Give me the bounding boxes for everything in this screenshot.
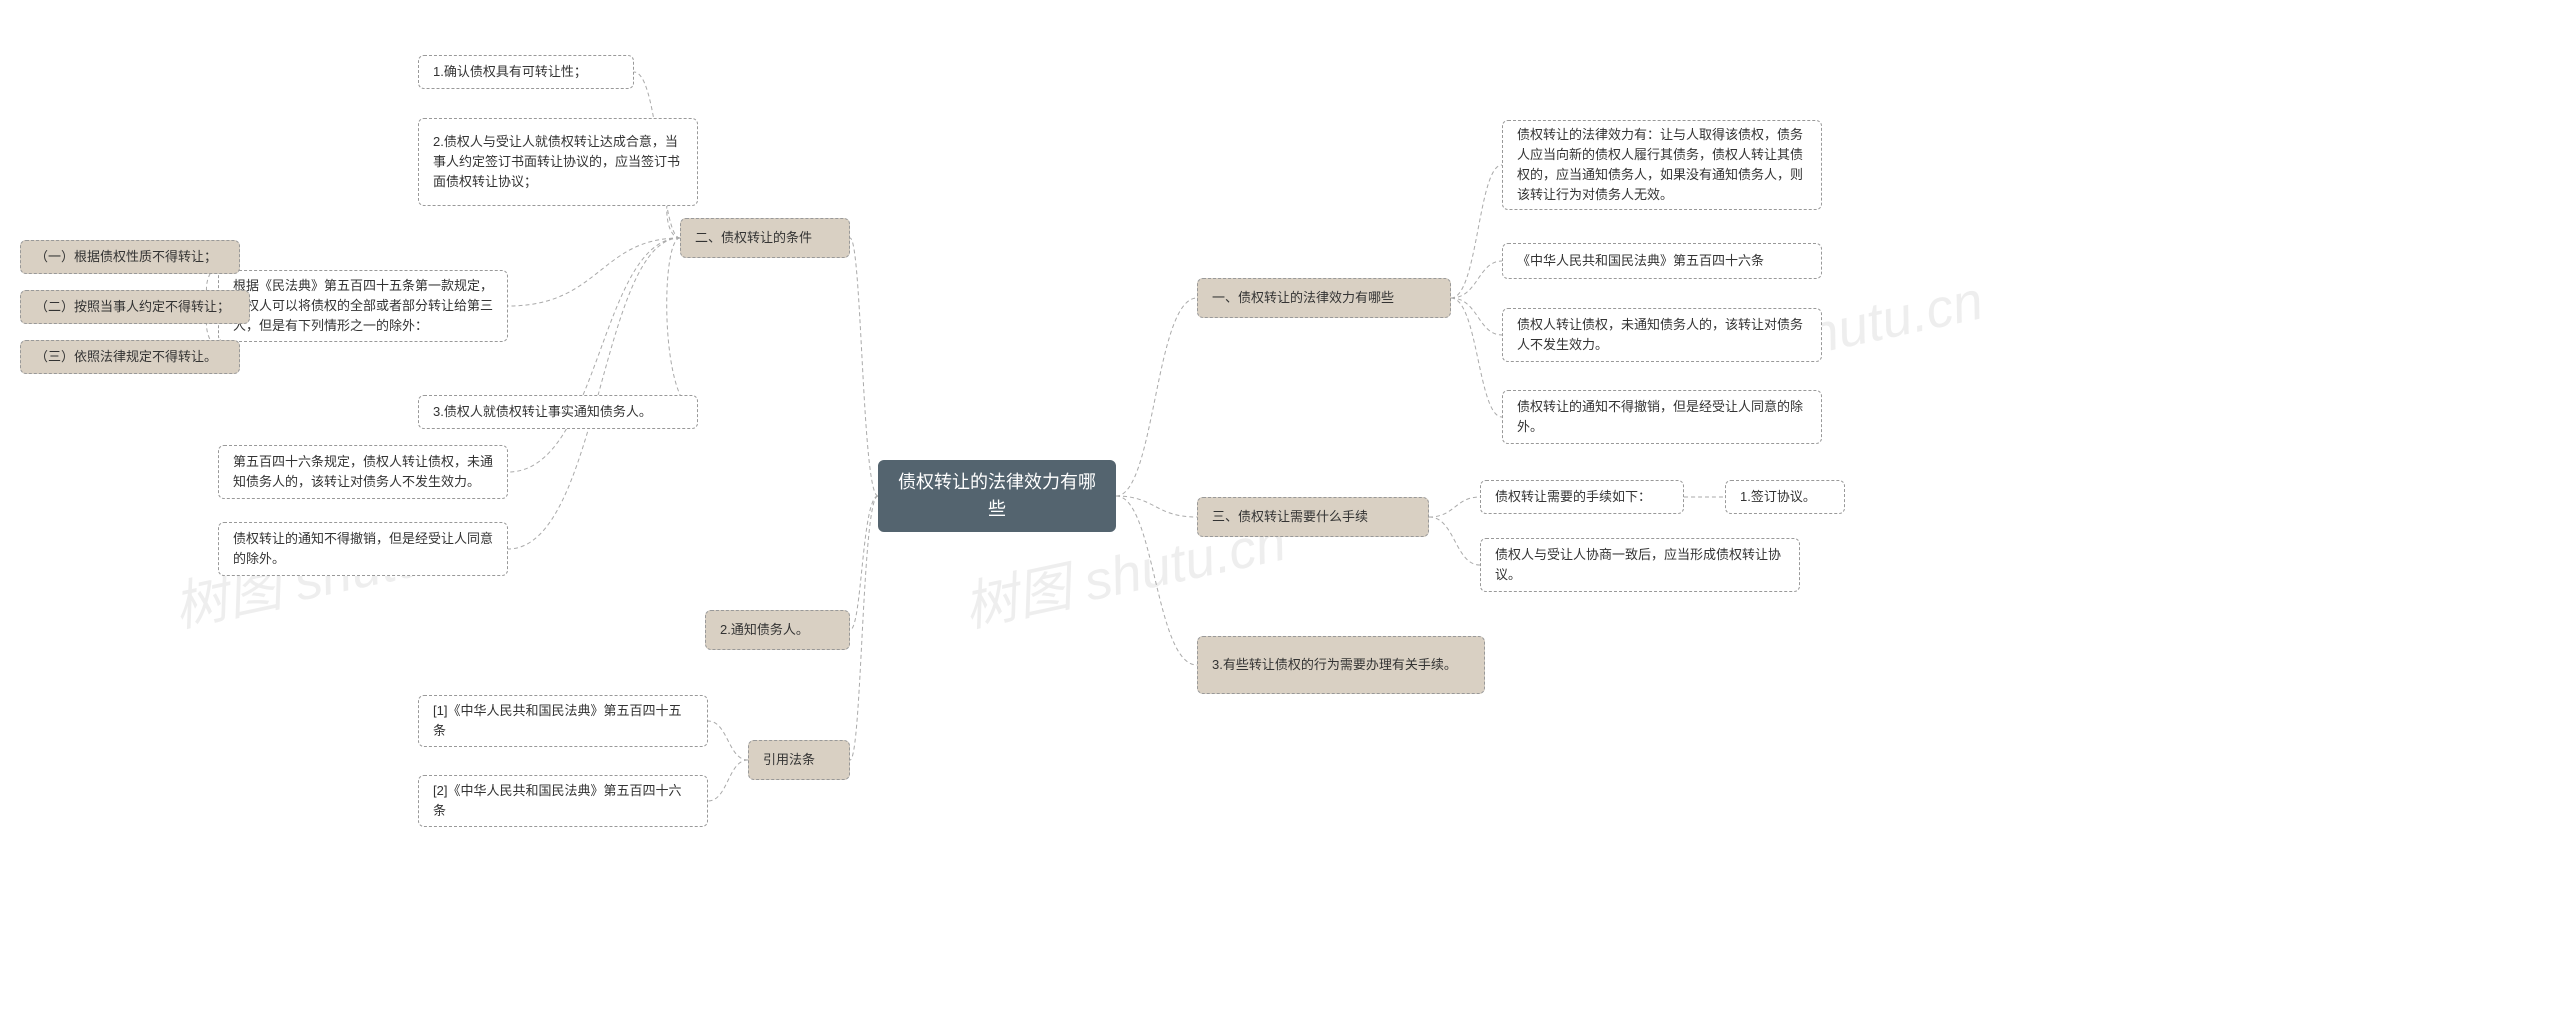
branch-r2: 三、债权转让需要什么手续 (1197, 497, 1429, 537)
leaf-r1-2: 债权人转让债权，未通知债务人的，该转让对债务人不发生效力。 (1502, 308, 1822, 362)
branch-l2: 2.通知债务人。 (705, 610, 850, 650)
root-node: 债权转让的法律效力有哪些 (878, 460, 1116, 532)
leaf-l3-0: [1]《中华人民共和国民法典》第五百四十五条 (418, 695, 708, 747)
leaf-l1-m1: 第五百四十六条规定，债权人转让债权，未通知债务人的，该转让对债务人不发生效力。 (218, 445, 508, 499)
branch-r1: 一、债权转让的法律效力有哪些 (1197, 278, 1451, 318)
branch-l1: 二、债权转让的条件 (680, 218, 850, 258)
leaf-r1-0: 债权转让的法律效力有：让与人取得该债权，债务人应当向新的债权人履行其债务，债权人… (1502, 120, 1822, 210)
leaf-l1-m0: 根据《民法典》第五百四十五条第一款规定，债权人可以将债权的全部或者部分转让给第三… (218, 270, 508, 342)
leaf-r1-3: 债权转让的通知不得撤销，但是经受让人同意的除外。 (1502, 390, 1822, 444)
leaf-r2-1: 债权人与受让人协商一致后，应当形成债权转让协议。 (1480, 538, 1800, 592)
leaf-r2-0-0: 1.签订协议。 (1725, 480, 1845, 514)
leaf-l1-m0-2: （三）依照法律规定不得转让。 (20, 340, 240, 374)
branch-l3: 引用法条 (748, 740, 850, 780)
leaf-r2-0: 债权转让需要的手续如下： (1480, 480, 1684, 514)
leaf-r1-1: 《中华人民共和国民法典》第五百四十六条 (1502, 243, 1822, 279)
leaf-l1-m0-1: （二）按照当事人约定不得转让； (20, 290, 250, 324)
leaf-l1-u2: 3.债权人就债权转让事实通知债务人。 (418, 395, 698, 429)
leaf-l1-u1: 2.债权人与受让人就债权转让达成合意，当事人约定签订书面转让协议的，应当签订书面… (418, 118, 698, 206)
leaf-l3-1: [2]《中华人民共和国民法典》第五百四十六条 (418, 775, 708, 827)
leaf-l1-m0-0: （一）根据债权性质不得转让； (20, 240, 240, 274)
branch-r3: 3.有些转让债权的行为需要办理有关手续。 (1197, 636, 1485, 694)
leaf-l1-u0: 1.确认债权具有可转让性； (418, 55, 634, 89)
leaf-l1-m2: 债权转让的通知不得撤销，但是经受让人同意的除外。 (218, 522, 508, 576)
